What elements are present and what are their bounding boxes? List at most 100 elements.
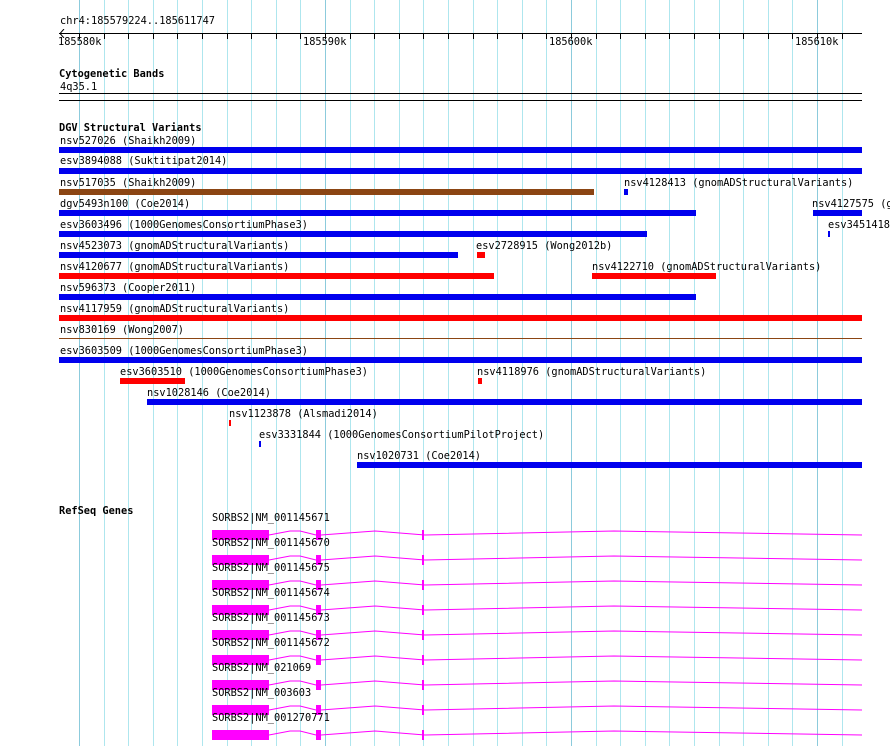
track-title-refseq[interactable]: RefSeq Genes [59,505,134,517]
gene-model[interactable] [0,570,890,600]
gene-model[interactable] [0,720,890,750]
grid-line [104,0,105,746]
ruler-tick [104,33,105,39]
sv-feature-label: nsv4120677 (gnomADStructuralVariants) [60,261,290,273]
gene-label: SORBS2|NM_001270771 [212,712,330,724]
sv-feature-label: esv3603510 (1000GenomesConsortiumPhase3) [120,366,368,378]
cytoband-line[interactable] [59,93,862,94]
track-title-cytoband[interactable]: Cytogenetic Bands [59,68,165,80]
grid-line [792,0,793,746]
grid-line [842,0,843,746]
sv-feature-bar[interactable] [59,357,862,363]
sv-feature-bar[interactable] [59,273,494,279]
grid-line [768,0,769,746]
gene-label: SORBS2|NM_021069 [212,662,312,674]
gene-label: SORBS2|NM_001145670 [212,537,330,549]
ruler-tick [620,33,621,39]
grid-line [350,0,351,746]
ruler-label: 185610k [795,36,839,48]
gene-model[interactable] [0,520,890,550]
ruler-tick [399,33,400,39]
ruler-tick [546,33,547,39]
sv-feature-label: nsv517035 (Shaikh2009) [60,177,197,189]
sv-feature-bar[interactable] [624,189,628,195]
sv-feature-label: nsv4127575 (g [812,198,890,210]
ruler-tick [694,33,695,39]
gene-model[interactable] [0,670,890,700]
sv-feature-label: dgv5493n100 (Coe2014) [60,198,191,210]
ruler-tick [227,33,228,39]
sv-feature-bar[interactable] [592,273,716,279]
sv-feature-bar[interactable] [59,231,647,237]
grid-line [202,0,203,746]
sv-feature-bar[interactable] [229,420,231,426]
grid-line [325,0,326,746]
ruler-tick [325,33,326,39]
sv-feature-bar[interactable] [59,210,696,216]
grid-line [473,0,474,746]
sv-feature-label: nsv1020731 (Coe2014) [357,450,481,462]
grid-line [153,0,154,746]
sv-feature-bar[interactable] [259,441,261,447]
grid-line [596,0,597,746]
grid-line [276,0,277,746]
ruler-tick [522,33,523,39]
sv-feature-label: esv3603509 (1000GenomesConsortiumPhase3) [60,345,308,357]
cytoband-line [59,100,862,101]
sv-feature-bar[interactable] [59,189,594,195]
grid-line [522,0,523,746]
gene-label: SORBS2|NM_001145672 [212,637,330,649]
grid-line [645,0,646,746]
sv-feature-bar[interactable] [828,231,830,237]
sv-feature-bar[interactable] [59,338,862,339]
gene-model[interactable] [0,595,890,625]
grid-line [227,0,228,746]
scroll-left-arrow-icon[interactable] [59,29,65,38]
gene-model[interactable] [0,645,890,675]
grid-line [497,0,498,746]
ruler-label: 185580k [58,36,102,48]
sv-feature-bar[interactable] [120,378,185,384]
sv-feature-bar[interactable] [59,168,862,174]
gene-model[interactable] [0,695,890,725]
gene-model[interactable] [0,620,890,650]
grid-line [128,0,129,746]
sv-feature-label: esv3894088 (Suktitipat2014) [60,155,228,167]
ruler-tick [817,33,818,39]
sv-feature-bar[interactable] [59,147,862,153]
sv-feature-bar[interactable] [59,315,862,321]
ruler-tick [571,33,572,39]
sv-feature-bar[interactable] [59,294,696,300]
ruler-axis[interactable] [59,33,862,34]
grid-line [743,0,744,746]
ruler-tick [202,33,203,39]
ruler-tick [768,33,769,39]
sv-feature-label: nsv1028146 (Coe2014) [147,387,271,399]
sv-feature-label: esv2728915 (Wong2012b) [476,240,613,252]
grid-line [546,0,547,746]
grid-line [177,0,178,746]
track-title-dgv[interactable]: DGV Structural Variants [59,122,202,134]
sv-feature-label: esv3331844 (1000GenomesConsortiumPilotPr… [259,429,545,441]
ruler-tick [792,33,793,39]
grid-line [423,0,424,746]
ruler-tick [423,33,424,39]
sv-feature-label: nsv4128413 (gnomADStructuralVariants) [624,177,854,189]
sv-feature-bar[interactable] [357,462,862,468]
gene-model[interactable] [0,545,890,575]
ruler-tick [153,33,154,39]
grid-line [79,0,80,746]
ruler-tick [645,33,646,39]
ruler-label: 185600k [549,36,593,48]
sv-feature-bar[interactable] [477,252,485,258]
sv-feature-bar[interactable] [813,210,862,216]
gene-label: SORBS2|NM_001145671 [212,512,330,524]
sv-feature-bar[interactable] [478,378,482,384]
grid-line [719,0,720,746]
sv-feature-bar[interactable] [59,252,458,258]
gene-label: SORBS2|NM_001145673 [212,612,330,624]
grid-line [817,0,818,746]
grid-line [251,0,252,746]
grid-line [399,0,400,746]
sv-feature-bar[interactable] [147,399,862,405]
